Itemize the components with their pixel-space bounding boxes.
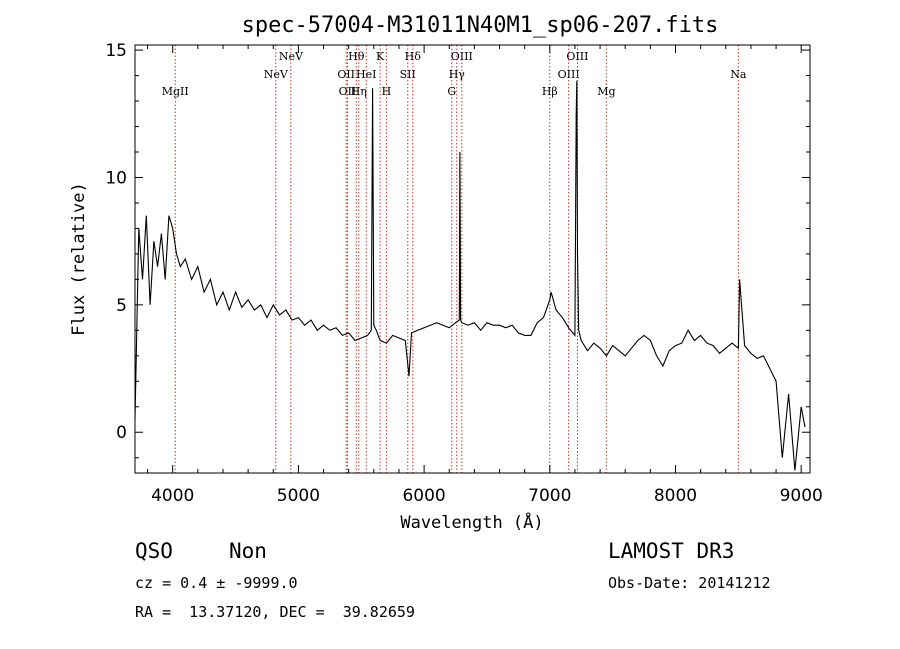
x-tick-label: 4000 [151, 486, 194, 506]
line-label: SII [400, 68, 416, 81]
y-tick-label: 15 [105, 41, 127, 61]
line-label: OII [339, 85, 357, 98]
emission-line-markers: MgIINeVNeVOIIOIIHθHηHeIKHSIIHδGHγOIIIHβO… [162, 45, 747, 473]
line-label: OIII [451, 50, 473, 63]
axis-ticks: 4000 5000 6000 7000 8000 9000 0 5 10 15 [105, 41, 822, 506]
x-tick-label: 5000 [277, 486, 320, 506]
chart-title: spec-57004-M31011N40M1_sp06-207.fits [242, 13, 719, 38]
line-label: Na [730, 68, 747, 81]
y-tick-label: 5 [116, 296, 127, 316]
line-label: NeV [279, 50, 304, 63]
y-axis-label: Flux (relative) [69, 182, 89, 336]
line-label: H [382, 85, 392, 98]
x-tick-label: 8000 [654, 486, 697, 506]
survey-label: LAMOST DR3 [608, 539, 735, 563]
line-label: Hγ [449, 68, 466, 81]
line-label: Hβ [542, 85, 558, 98]
plot-frame [134, 44, 811, 474]
line-label: Hη [351, 85, 367, 98]
line-label: Hδ [405, 50, 422, 63]
x-tick-label: 6000 [402, 486, 445, 506]
line-label: OII [337, 68, 355, 81]
line-label: HeI [356, 68, 376, 81]
line-label: Mg [597, 85, 615, 98]
x-tick-label: 7000 [528, 486, 571, 506]
line-label: MgII [162, 85, 189, 98]
line-label: Hθ [348, 50, 365, 63]
x-axis-label: Wavelength (Å) [400, 511, 543, 533]
class-label: QSO [135, 539, 173, 563]
coordinates-text: RA = 13.37120, DEC = 39.82659 [135, 603, 415, 621]
subclass-label: Non [229, 539, 267, 563]
y-tick-label: 0 [116, 423, 127, 443]
line-label: K [376, 50, 385, 63]
redshift-text: cz = 0.4 ± -9999.0 [135, 574, 298, 592]
line-label: G [447, 85, 456, 98]
line-label: OIII [566, 50, 588, 63]
obs-date-text: Obs-Date: 20141212 [608, 574, 771, 592]
spectrum-line [134, 80, 806, 471]
y-tick-label: 10 [105, 168, 127, 188]
line-label: OIII [558, 68, 580, 81]
line-label: NeV [264, 68, 289, 81]
x-tick-label: 9000 [780, 486, 823, 506]
